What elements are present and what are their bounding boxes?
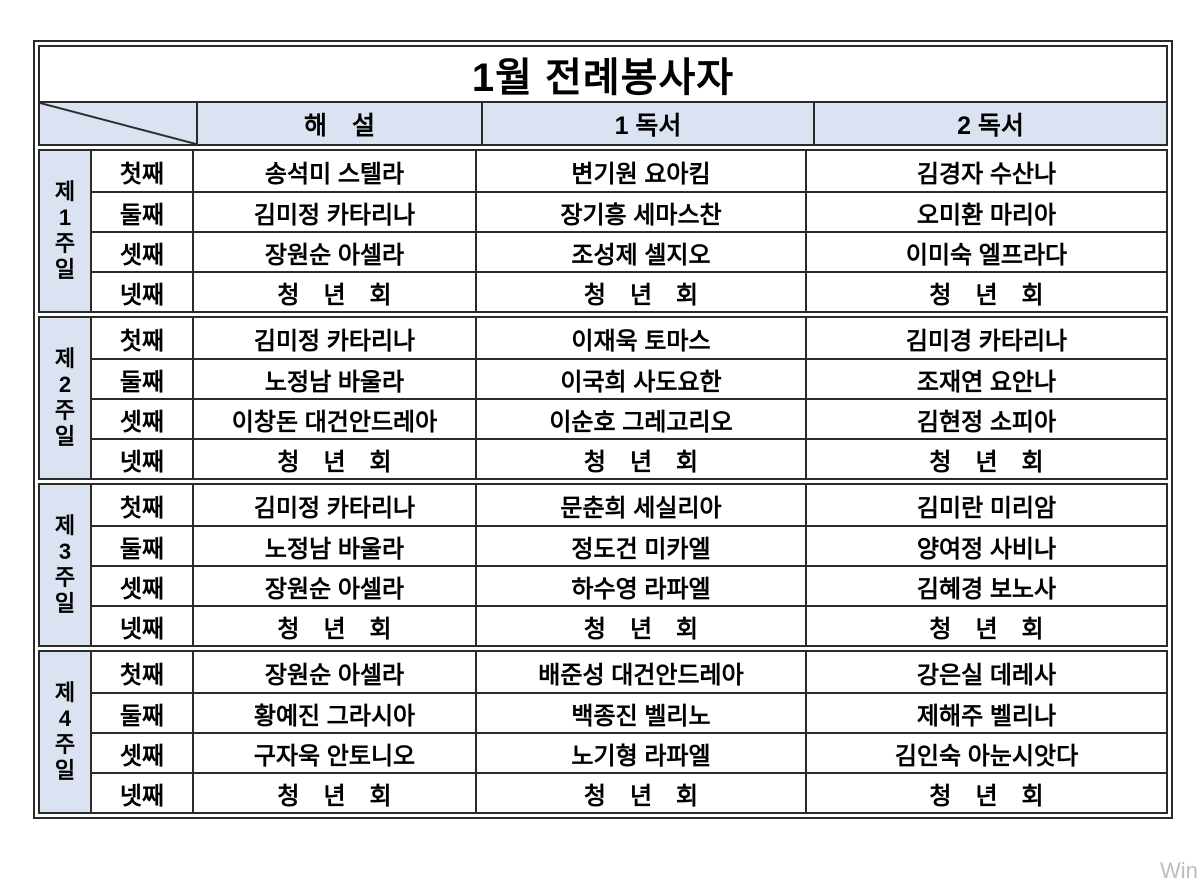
- week-label: 제 1 주 일: [40, 151, 92, 311]
- name-cell: 청 년 회: [807, 271, 1166, 311]
- week-label: 제 2 주 일: [40, 318, 92, 478]
- page-title: 1월 전례봉사자: [38, 45, 1168, 101]
- ordinal-cell: 둘째: [92, 692, 194, 732]
- name-cell: 강은실 데레사: [916, 661, 1057, 689]
- name-cell: 이재욱 토마스: [477, 318, 807, 358]
- name-cell: 김현정 소피아: [807, 398, 1166, 438]
- name-cell: 김인숙 아눈시앗다: [807, 732, 1166, 772]
- name-cell: 김미정 카타리나: [194, 318, 477, 358]
- name-cell: 청 년 회: [477, 605, 807, 645]
- name-cell: 이순호 그레고리오: [477, 398, 807, 438]
- name-cell: 김미정 카타리나: [194, 191, 477, 231]
- week-label: 제 3 주 일: [40, 485, 92, 645]
- ordinal-cell: 넷째: [92, 438, 194, 478]
- name-cell: 김경자 수산나: [916, 160, 1057, 188]
- name-cell: 구자욱 안토니오: [194, 732, 477, 772]
- name-cell: 청 년 회: [194, 772, 477, 812]
- ordinal-cell: 넷째: [92, 271, 194, 311]
- name-cell: 이창돈 대건안드레아: [194, 398, 477, 438]
- name-cell: 김혜경 보노사: [807, 565, 1166, 605]
- ordinal-cell: 첫째: [92, 652, 194, 692]
- name-cell: 오미환 마리아: [807, 191, 1166, 231]
- name-cell: 청 년 회: [807, 438, 1166, 478]
- ordinal-cell: 셋째: [92, 565, 194, 605]
- name-cell: 장원순 아셀라: [194, 231, 477, 271]
- name-cell: 하수영 라파엘: [477, 565, 807, 605]
- name-cell: 황예진 그라시아: [194, 692, 477, 732]
- name-cell: 이국희 사도요한: [477, 358, 807, 398]
- ordinal-cell: 넷째: [92, 605, 194, 645]
- ordinal-cell: 첫째: [92, 151, 194, 191]
- name-cell: 조성제 셀지오: [477, 231, 807, 271]
- name-cell: 백종진 벨리노: [477, 692, 807, 732]
- name-cell: 장원순 아셀라: [194, 652, 477, 692]
- name-cell: 청 년 회: [477, 271, 807, 311]
- name-cell: 양여정 사비나: [807, 525, 1166, 565]
- name-cell: 이미숙 엘프라다: [807, 231, 1166, 271]
- column-header-second-reading: 2 독서: [813, 103, 1166, 144]
- column-header-first-reading: 1 독서: [481, 103, 813, 144]
- week-blocks-container: 제 1 주 일 첫째 송석미 스텔라 변기원 요아킴 김경자 수산나 둘째 김미정 카타리나…: [38, 149, 1168, 814]
- name-cell: 송석미 스텔라: [194, 151, 477, 191]
- ordinal-cell: 셋째: [92, 398, 194, 438]
- name-cell: 청 년 회: [194, 271, 477, 311]
- name-cell: 김미란 미리암: [916, 494, 1057, 522]
- name-cell: 문춘희 세실리아: [477, 485, 807, 525]
- name-cell: 김미정 카타리나: [194, 485, 477, 525]
- name-cell: 청 년 회: [194, 605, 477, 645]
- name-cell: 변기원 요아킴: [477, 151, 807, 191]
- diagonal-line: [40, 103, 196, 144]
- windows-watermark: Win: [1160, 858, 1198, 883]
- ordinal-cell: 둘째: [92, 358, 194, 398]
- name-cell: 제해주 벨리나: [807, 692, 1166, 732]
- name-cell: 배준성 대건안드레아: [477, 652, 807, 692]
- name-cell: 청 년 회: [477, 438, 807, 478]
- column-header-commentary: 해 설: [196, 103, 481, 144]
- name-cell: 노기형 라파엘: [477, 732, 807, 772]
- name-cell: 조재연 요안나: [807, 358, 1166, 398]
- table-header-row: 해 설 1 독서 2 독서: [38, 101, 1168, 146]
- name-cell: 장원순 아셀라: [194, 565, 477, 605]
- diagonal-corner-cell: [40, 103, 196, 144]
- volunteer-schedule-table: 1월 전례봉사자 해 설 1 독서 2 독서 제 1 주 일 첫째 송석미 스텔라 변…: [33, 40, 1173, 819]
- ordinal-cell: 둘째: [92, 525, 194, 565]
- ordinal-cell: 첫째: [92, 485, 194, 525]
- name-cell: 노정남 바울라: [194, 358, 477, 398]
- name-cell: 청 년 회: [194, 438, 477, 478]
- name-cell: 청 년 회: [807, 605, 1166, 645]
- name-cell: 청 년 회: [807, 772, 1166, 812]
- ordinal-cell: 둘째: [92, 191, 194, 231]
- name-cell: 청 년 회: [477, 772, 807, 812]
- name-cell: 장기흥 세마스찬: [477, 191, 807, 231]
- ordinal-cell: 셋째: [92, 732, 194, 772]
- ordinal-cell: 셋째: [92, 231, 194, 271]
- ordinal-cell: 첫째: [92, 318, 194, 358]
- ordinal-cell: 넷째: [92, 772, 194, 812]
- week-label: 제 4 주 일: [40, 652, 92, 812]
- name-cell: 노정남 바울라: [194, 525, 477, 565]
- name-cell: 정도건 미카엘: [477, 525, 807, 565]
- name-cell: 김미경 카타리나: [905, 327, 1068, 355]
